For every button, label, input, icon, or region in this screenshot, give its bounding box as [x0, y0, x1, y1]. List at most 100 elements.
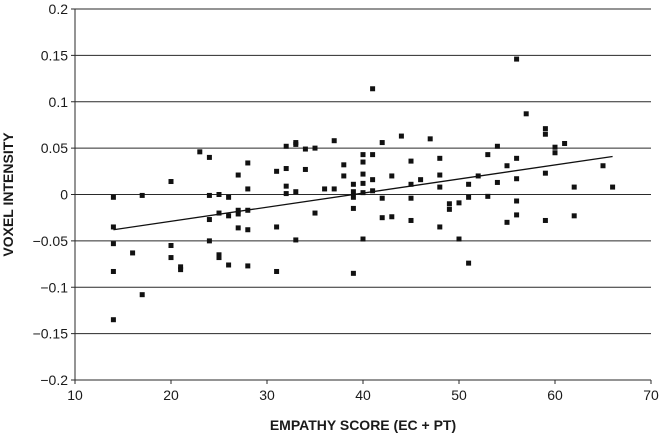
trendline-group	[113, 155, 613, 231]
x-axis-ticks: 10 20 30 40 50 60 70	[67, 380, 659, 403]
x-tick-label: 70	[643, 387, 659, 403]
data-point	[350, 270, 356, 276]
data-point	[370, 177, 376, 183]
data-point	[274, 224, 280, 230]
x-axis-title: EMPATHY SCORE (EC + PT)	[270, 417, 456, 433]
data-point	[168, 179, 174, 185]
data-point	[370, 86, 376, 92]
data-point	[341, 173, 347, 179]
data-point	[283, 183, 289, 189]
data-point	[370, 188, 376, 194]
data-point	[341, 162, 347, 168]
y-tick-label: 0.05	[41, 140, 68, 156]
x-tick-label: 40	[355, 387, 371, 403]
data-point	[542, 126, 548, 132]
data-point	[370, 152, 376, 158]
y-tick-label: 0.2	[49, 1, 69, 17]
data-point	[110, 268, 116, 274]
data-point	[216, 255, 222, 261]
data-point	[542, 131, 548, 137]
data-point	[360, 180, 366, 186]
data-point	[600, 163, 606, 169]
data-point	[110, 317, 116, 323]
data-point	[408, 217, 414, 223]
data-point	[206, 238, 212, 244]
data-point	[542, 217, 548, 223]
data-point	[360, 159, 366, 165]
y-axis-ticks: 0.2 0.15 0.1 0.05 0 −0.05 −0.1 −0.15 −0.2	[33, 1, 75, 388]
data-point	[139, 292, 145, 298]
data-point	[514, 212, 520, 218]
data-point	[379, 195, 385, 201]
data-point	[562, 140, 568, 146]
data-point	[312, 210, 318, 216]
x-tick-label: 30	[259, 387, 275, 403]
data-point	[178, 264, 184, 270]
data-point	[542, 170, 548, 176]
data-point	[379, 215, 385, 221]
data-point	[302, 166, 308, 172]
y-tick-label: 0.15	[41, 47, 68, 63]
y-tick-label: −0.15	[33, 326, 69, 342]
data-point	[389, 173, 395, 179]
data-point	[408, 181, 414, 187]
data-point	[206, 154, 212, 160]
data-point	[235, 225, 241, 231]
data-point	[302, 146, 308, 152]
data-point	[514, 198, 520, 204]
data-point	[552, 150, 558, 156]
data-point	[226, 262, 232, 268]
data-point	[418, 177, 424, 183]
data-point	[504, 163, 510, 169]
data-point	[312, 145, 318, 151]
data-point	[245, 263, 251, 269]
trendline	[113, 155, 613, 231]
data-point	[216, 210, 222, 216]
y-axis-title: VOXEL INTENSITY	[0, 132, 16, 257]
data-point	[206, 217, 212, 223]
data-point	[446, 206, 452, 212]
data-point	[456, 200, 462, 206]
data-point	[398, 133, 404, 139]
data-point	[389, 214, 395, 220]
data-point	[216, 252, 222, 258]
data-point	[427, 136, 433, 142]
data-point	[408, 158, 414, 164]
data-point	[494, 179, 500, 185]
data-point	[504, 219, 510, 225]
x-tick-label: 50	[451, 387, 467, 403]
data-point	[293, 237, 299, 243]
data-point	[485, 152, 491, 158]
data-point	[178, 267, 184, 273]
data-point	[110, 194, 116, 200]
data-point	[571, 184, 577, 190]
data-point	[331, 138, 337, 144]
data-point	[331, 186, 337, 192]
data-point	[274, 168, 280, 174]
data-point	[283, 191, 289, 197]
data-point	[235, 211, 241, 217]
data-point	[437, 184, 443, 190]
y-tick-label: 0.1	[49, 94, 69, 110]
data-point	[485, 193, 491, 199]
x-tick-label: 10	[67, 387, 83, 403]
data-point	[235, 207, 241, 213]
data-point	[514, 176, 520, 182]
data-point	[360, 171, 366, 177]
data-point	[456, 236, 462, 242]
data-point	[494, 143, 500, 149]
data-point	[197, 149, 203, 155]
data-point	[168, 243, 174, 249]
data-point	[466, 260, 472, 266]
data-point	[283, 166, 289, 172]
data-point	[274, 268, 280, 274]
y-tick-label: −0.1	[40, 279, 68, 295]
data-point	[514, 155, 520, 161]
data-point	[110, 224, 116, 230]
data-point	[235, 172, 241, 178]
data-point	[350, 181, 356, 187]
data-point	[350, 194, 356, 200]
data-point	[360, 152, 366, 158]
data-point	[226, 194, 232, 200]
